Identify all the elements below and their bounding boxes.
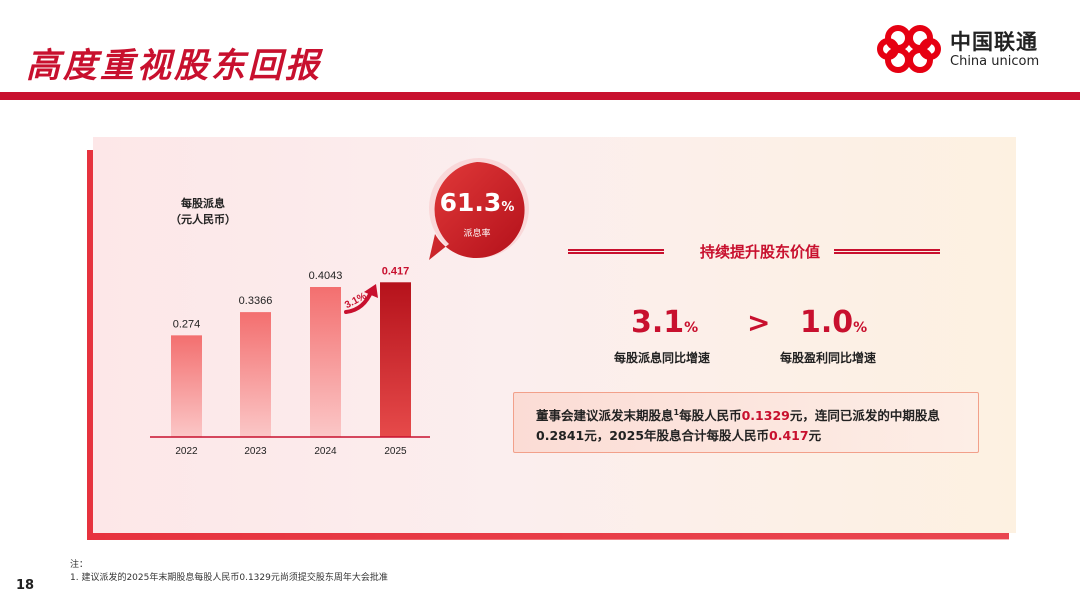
logo-text-en: China unicom [950, 54, 1040, 69]
footnote-1: 1. 建议派发的2025年末期股息每股人民币0.1329元尚须提交股东周年大会批… [70, 573, 388, 583]
eps-growth-value: 1.0% [800, 305, 867, 340]
bar-value-label: 0.4043 [309, 270, 343, 282]
bubble-shape-icon [429, 158, 529, 260]
dps-growth-unit: % [684, 320, 699, 336]
note-superscript: 1 [673, 408, 680, 417]
china-unicom-logo: 中国联通 China unicom [876, 20, 1066, 80]
note-part1: 董事会建议派发末期股息 [536, 408, 674, 424]
bar-value-label: 0.417 [382, 265, 410, 277]
payout-ratio-bubble: 61.3% 派息率 [421, 154, 533, 266]
page-number: 18 [16, 578, 35, 593]
section-title-line-left [568, 249, 664, 254]
note-part2: 每股人民币 [679, 408, 742, 424]
note-amount2: 0.417 [769, 428, 809, 444]
dps-growth-number: 3.1 [631, 305, 685, 340]
note-part3: 元，连同已派发的中期股息0.2841元，2025年股息合计每股人民币 [536, 408, 940, 444]
dps-growth-value: 3.1% [631, 305, 698, 340]
x-tick-label: 2022 [175, 446, 198, 457]
payout-ratio-value: 61.3% [421, 188, 533, 217]
section-title: 持续提升股东价值 [699, 243, 820, 261]
footnote-heading: 注： [70, 560, 89, 570]
x-tick-label: 2025 [384, 446, 407, 457]
eps-growth-unit: % [853, 320, 868, 336]
x-tick-label: 2023 [244, 446, 267, 457]
dps-growth-label: 每股派息同比增速 [614, 351, 711, 365]
logo-text-cn: 中国联通 [950, 30, 1038, 54]
panel-bottom-edge [87, 533, 1009, 539]
bar-value-label: 0.3366 [239, 295, 273, 307]
bar-2023 [240, 312, 271, 437]
bar-2022 [171, 335, 202, 437]
dividend-note-box: 董事会建议派发末期股息1每股人民币0.1329元，连同已派发的中期股息0.284… [513, 392, 979, 453]
payout-number: 61.3 [439, 188, 502, 217]
y-axis-label-line1: 每股派息 [181, 197, 225, 210]
eps-growth-number: 1.0 [800, 305, 854, 340]
header-divider [0, 92, 1080, 100]
page-title: 高度重视股东回报 [26, 46, 322, 86]
note-amount1: 0.1329 [741, 408, 790, 424]
bar-2024 [310, 287, 341, 437]
y-axis-label-line2: （元人民币） [170, 213, 236, 226]
x-tick-label: 2024 [314, 446, 337, 457]
y-axis-label: 每股派息 （元人民币） [170, 196, 236, 228]
payout-ratio-label: 派息率 [463, 229, 491, 239]
eps-growth-label: 每股盈利同比增速 [780, 351, 877, 365]
growth-arrow-icon [344, 284, 378, 314]
knot-logo-icon [877, 25, 941, 73]
comparator-symbol: > [747, 306, 771, 339]
bar-2025 [380, 282, 411, 437]
bar-value-label: 0.274 [173, 318, 201, 330]
note-part4: 元 [808, 428, 822, 444]
payout-unit: % [501, 200, 515, 215]
section-title-line-right [834, 249, 940, 254]
dividend-note-text: 董事会建议派发末期股息1每股人民币0.1329元，连同已派发的中期股息0.284… [536, 403, 976, 446]
